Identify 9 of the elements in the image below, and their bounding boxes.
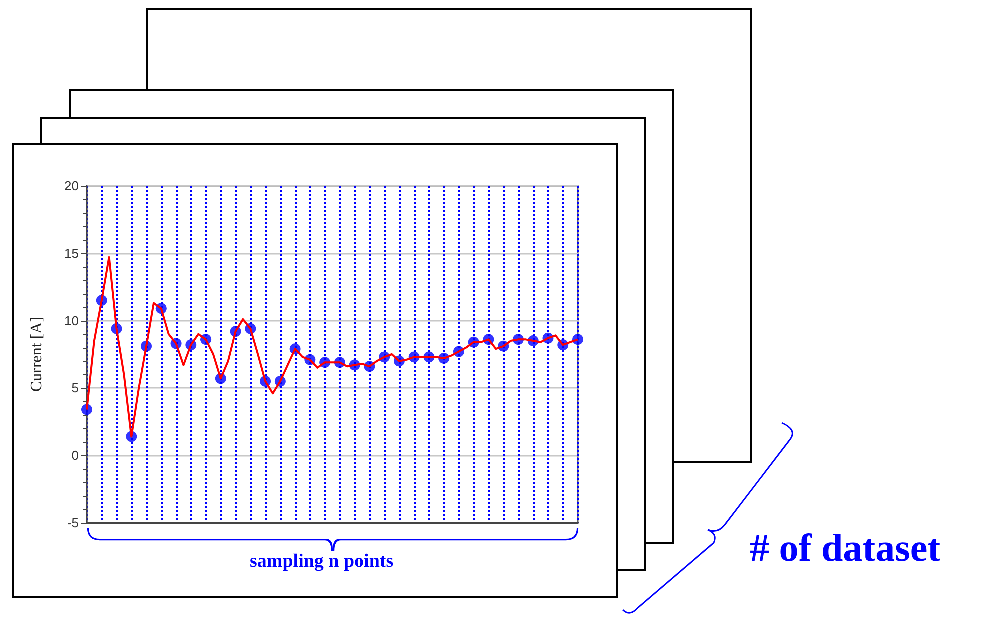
- y-tick-label: 5: [72, 380, 79, 396]
- y-tick-label: 15: [64, 246, 79, 261]
- y-tick-label: -5: [67, 516, 79, 530]
- text: sampling n points: [250, 551, 394, 573]
- y-tick-label: 20: [64, 178, 79, 194]
- text: # of dataset: [750, 526, 941, 571]
- y-tick-label: 10: [64, 313, 79, 328]
- y-tick-label: 0: [72, 448, 79, 464]
- y-axis-title: Current [A]: [28, 316, 46, 392]
